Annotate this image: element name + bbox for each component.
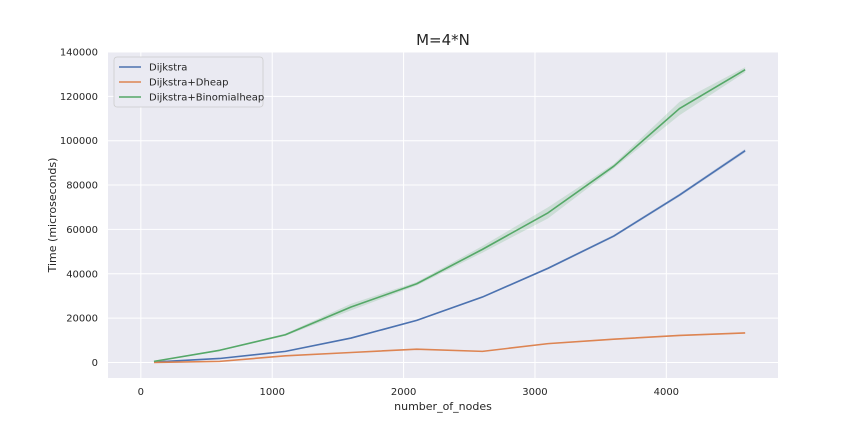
y-tick-label: 80000 <box>66 181 98 192</box>
x-tick-label: 1000 <box>259 387 284 398</box>
y-tick-label: 140000 <box>60 48 98 59</box>
x-tick-label: 4000 <box>654 387 679 398</box>
legend-label-dijkstra-binomialheap: Dijkstra+Binomialheap <box>149 93 264 104</box>
grid <box>108 51 778 378</box>
line-dijkstra-binomialheap <box>153 69 746 363</box>
legend-box <box>113 56 264 108</box>
line-dijkstra <box>153 150 746 363</box>
line-dijkstra-dheap <box>153 332 746 364</box>
x-tick-label: 2000 <box>391 387 416 398</box>
x-tick-labels: 0 1000 2000 3000 4000 <box>138 387 679 398</box>
series-lines <box>153 69 746 364</box>
y-tick-label: 60000 <box>66 225 98 236</box>
y-tick-label: 0 <box>92 358 98 369</box>
y-tick-labels: 0 20000 40000 60000 80000 100000 120000 140000 <box>60 48 98 369</box>
legend: Dijkstra Dijkstra+Dheap Dijkstra+Binomialh… <box>113 56 264 108</box>
y-tick-label: 40000 <box>66 269 98 280</box>
legend-label-dijkstra-dheap: Dijkstra+Dheap <box>149 78 228 89</box>
chart-title: M=4*N <box>416 31 470 49</box>
y-tick-label: 100000 <box>60 136 98 147</box>
y-tick-label: 120000 <box>60 92 98 103</box>
x-axis-label: number_of_nodes <box>394 400 492 413</box>
x-tick-label: 0 <box>138 387 144 398</box>
legend-label-dijkstra: Dijkstra <box>149 63 187 74</box>
y-axis-label: Time (microseconds) <box>46 158 59 274</box>
x-tick-label: 3000 <box>522 387 547 398</box>
y-tick-label: 20000 <box>66 314 98 325</box>
